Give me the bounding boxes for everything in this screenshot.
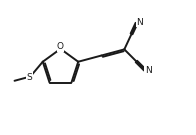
Text: N: N: [145, 66, 152, 75]
Text: O: O: [57, 42, 64, 51]
Text: S: S: [26, 73, 32, 82]
Text: N: N: [137, 18, 143, 27]
